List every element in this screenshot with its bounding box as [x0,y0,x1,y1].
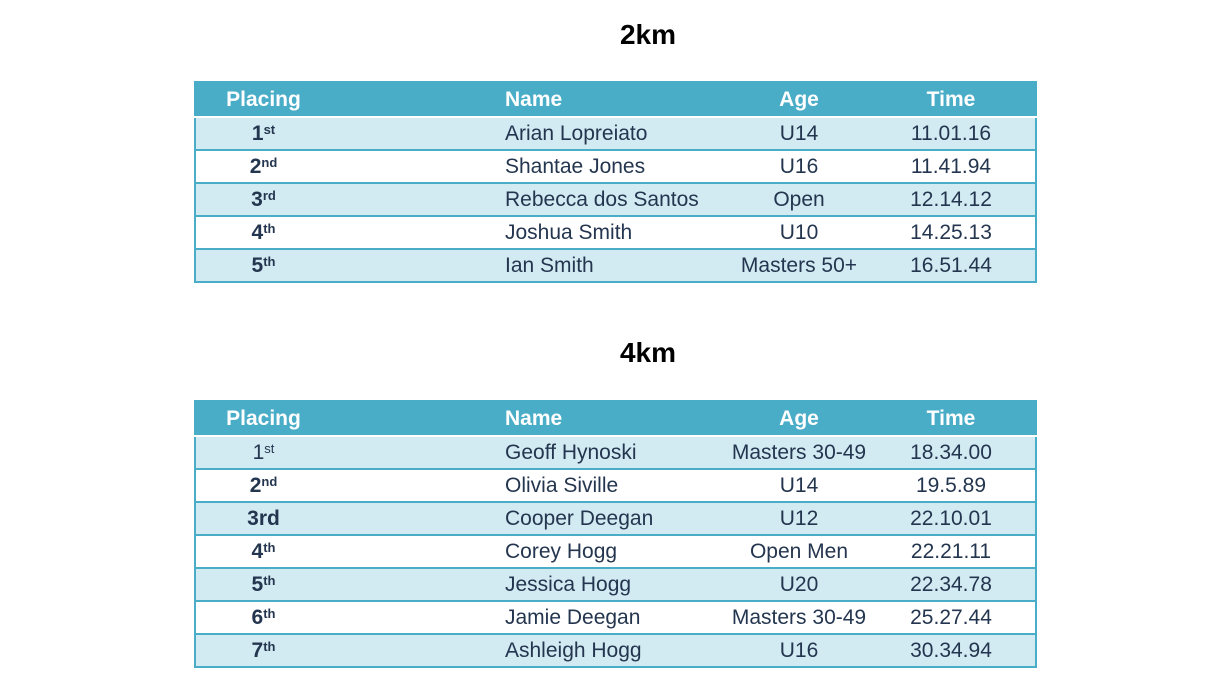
age-cell: Open Men [731,534,867,568]
place-suffix: st [264,440,275,456]
placing-cell: 5th [195,567,331,601]
section-title-4km: 4km [619,337,677,368]
name-cell: Olivia Siville [331,468,731,502]
age-cell: U14 [731,468,867,502]
placing-cell: 3rd [195,501,331,535]
header-name: Name [331,401,731,437]
time-cell: 11.01.16 [867,116,1036,150]
age-cell: U20 [731,567,867,601]
time-cell: 11.41.94 [867,149,1036,183]
header-age: Age [731,401,867,437]
place-suffix: rd [262,187,276,203]
time-cell: 25.27.44 [867,600,1036,634]
name-cell: Rebecca dos Santos [331,182,731,216]
age-cell: Masters 30-49 [731,435,867,469]
placing-cell: 4th [195,534,331,568]
place-number: 4 [251,539,264,563]
time-cell: 22.10.01 [867,501,1036,535]
place-number: 3rd [247,506,280,530]
header-placing: Placing [195,82,331,118]
placing-cell: 7th [195,633,331,667]
place-suffix: st [263,121,276,137]
place-suffix: th [263,572,276,588]
header-row: Placing Name Age Time [195,82,1036,118]
name-cell: Geoff Hynoski [331,435,731,469]
placing-cell: 1st [195,435,331,469]
results-table-4km: Placing Name Age Time 1st Geoff Hynoski … [194,400,1037,668]
header-age: Age [731,82,867,118]
place-suffix: th [263,253,276,269]
name-cell: Shantae Jones [331,149,731,183]
placing-cell: 2nd [195,468,331,502]
place-number: 5 [251,572,264,596]
time-cell: 22.34.78 [867,567,1036,601]
place-suffix: th [263,220,276,236]
place-number: 7 [251,638,264,662]
placing-cell: 6th [195,600,331,634]
time-cell: 19.5.89 [867,468,1036,502]
table-row: 5th Jessica Hogg U20 22.34.78 [195,567,1036,601]
place-suffix: nd [261,473,278,489]
name-cell: Corey Hogg [331,534,731,568]
time-cell: 22.21.11 [867,534,1036,568]
header-name: Name [331,82,731,118]
placing-cell: 4th [195,215,331,249]
place-number: 1 [251,121,264,145]
name-cell: Cooper Deegan [331,501,731,535]
time-cell: 30.34.94 [867,633,1036,667]
time-cell: 16.51.44 [867,248,1036,282]
time-cell: 18.34.00 [867,435,1036,469]
age-cell: U10 [731,215,867,249]
table-row: 5th Ian Smith Masters 50+ 16.51.44 [195,248,1036,282]
table-row: 3rd Cooper Deegan U12 22.10.01 [195,501,1036,535]
header-time: Time [867,401,1036,437]
place-suffix: th [263,539,276,555]
place-suffix: th [263,638,276,654]
placing-cell: 2nd [195,149,331,183]
place-number: 2 [249,154,262,178]
place-suffix: nd [261,154,278,170]
age-cell: U14 [731,116,867,150]
header-time: Time [867,82,1036,118]
table-row: 4th Corey Hogg Open Men 22.21.11 [195,534,1036,568]
name-cell: Ashleigh Hogg [331,633,731,667]
section-title-2km: 2km [619,19,677,50]
placing-cell: 3rd [195,182,331,216]
header-placing: Placing [195,401,331,437]
place-number: 4 [251,220,264,244]
placing-cell: 5th [195,248,331,282]
table-row: 1st Arian Lopreiato U14 11.01.16 [195,116,1036,150]
table-row: 2nd Olivia Siville U14 19.5.89 [195,468,1036,502]
name-cell: Jamie Deegan [331,600,731,634]
time-cell: 14.25.13 [867,215,1036,249]
age-cell: Masters 30-49 [731,600,867,634]
table-row: 2nd Shantae Jones U16 11.41.94 [195,149,1036,183]
place-number: 1 [252,440,265,464]
name-cell: Ian Smith [331,248,731,282]
age-cell: U16 [731,633,867,667]
place-number: 3 [251,187,263,211]
table-row: 3rd Rebecca dos Santos Open 12.14.12 [195,182,1036,216]
table-row: 6th Jamie Deegan Masters 30-49 25.27.44 [195,600,1036,634]
place-number: 5 [251,253,264,277]
place-number: 2 [249,473,262,497]
placing-cell: 1st [195,116,331,150]
table-row: 7th Ashleigh Hogg U16 30.34.94 [195,633,1036,667]
place-number: 6 [251,605,264,629]
table-row: 1st Geoff Hynoski Masters 30-49 18.34.00 [195,435,1036,469]
age-cell: U16 [731,149,867,183]
age-cell: U12 [731,501,867,535]
age-cell: Open [731,182,867,216]
header-row: Placing Name Age Time [195,401,1036,437]
name-cell: Jessica Hogg [331,567,731,601]
name-cell: Arian Lopreiato [331,116,731,150]
table-row: 4th Joshua Smith U10 14.25.13 [195,215,1036,249]
results-table-2km: Placing Name Age Time 1st Arian Lopreiat… [194,81,1037,283]
time-cell: 12.14.12 [867,182,1036,216]
age-cell: Masters 50+ [731,248,867,282]
name-cell: Joshua Smith [331,215,731,249]
place-suffix: th [263,605,276,621]
